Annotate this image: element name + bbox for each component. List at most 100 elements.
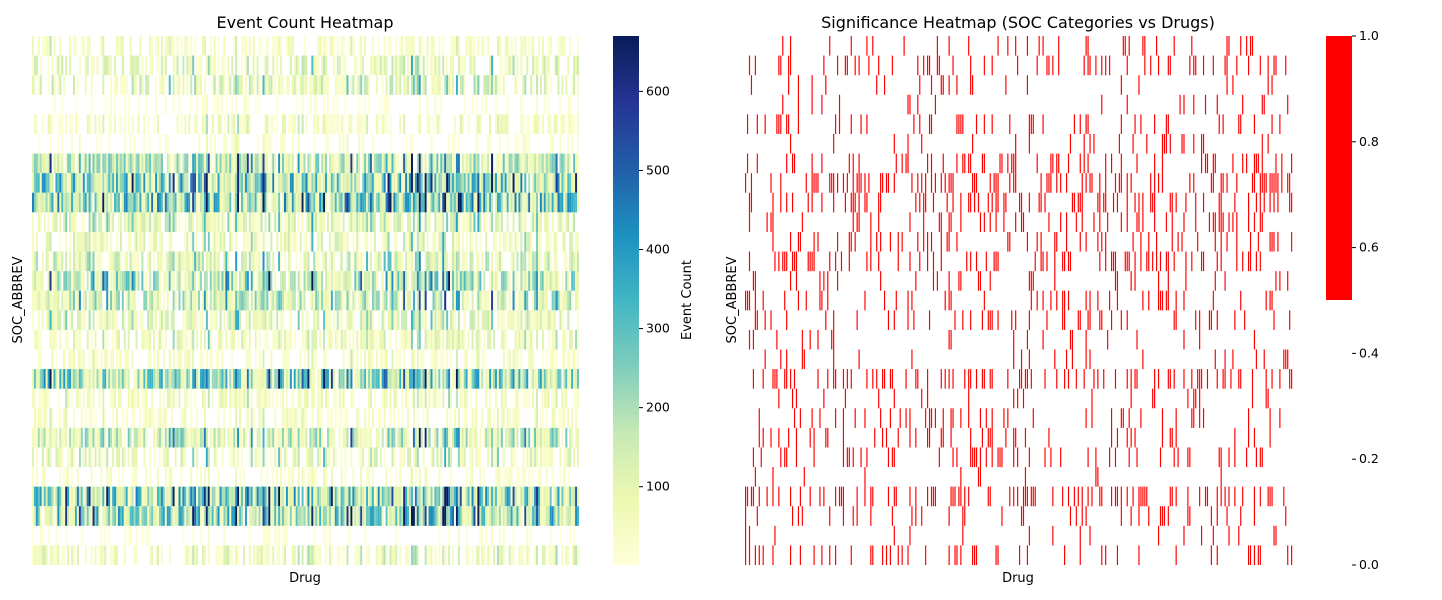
heatmap-cell <box>100 447 103 468</box>
heatmap-cell <box>412 506 415 526</box>
heatmap-cell <box>45 427 48 448</box>
heatmap-cell <box>391 369 394 389</box>
heatmap-cell <box>508 427 511 448</box>
heatmap-cell <box>414 212 417 232</box>
heatmap-cell <box>102 369 105 389</box>
heatmap-cell <box>266 133 269 154</box>
heatmap-cell <box>244 36 247 56</box>
heatmap-cell <box>41 447 44 468</box>
heatmap-cell <box>258 231 261 252</box>
heatmap-cell <box>172 173 175 193</box>
heatmap-cell <box>381 388 384 409</box>
heatmap-cell <box>227 173 230 193</box>
heatmap-cell <box>571 271 574 291</box>
heatmap-cell <box>389 133 392 154</box>
heatmap-cell <box>116 310 118 330</box>
heatmap-cell <box>528 231 531 252</box>
heatmap-cell <box>117 173 120 193</box>
heatmap-cell <box>41 545 44 566</box>
heatmap-cell <box>289 408 292 428</box>
heatmap-cell <box>37 271 40 291</box>
heatmap-cell <box>184 290 187 311</box>
heatmap-cell <box>182 427 185 448</box>
heatmap-cell <box>59 506 62 526</box>
heatmap-cell <box>364 153 367 174</box>
heatmap-cell <box>116 290 118 311</box>
heatmap-cell <box>491 75 494 95</box>
heatmap-cell <box>168 251 171 272</box>
heatmap-cell <box>172 271 175 291</box>
heatmap-cell <box>375 427 378 448</box>
heatmap-cell <box>239 310 242 330</box>
heatmap-cell <box>362 251 365 272</box>
heatmap-cell <box>74 427 77 448</box>
heatmap-cell <box>102 192 105 213</box>
heatmap-cell <box>278 427 281 448</box>
heatmap-cell <box>577 486 580 507</box>
heatmap-cell <box>450 467 453 487</box>
heatmap-cell <box>246 388 249 409</box>
heatmap-cell <box>280 75 283 95</box>
heatmap-cell <box>420 310 423 330</box>
heatmap-cell <box>39 525 42 546</box>
heatmap-cell <box>340 114 343 135</box>
heatmap-cell <box>455 349 458 370</box>
heatmap-cell <box>278 506 281 526</box>
heatmap-cell <box>106 153 109 174</box>
heatmap-cell <box>125 408 128 428</box>
heatmap-cell <box>182 408 185 428</box>
heatmap-cell <box>350 271 353 291</box>
heatmap-cell <box>223 506 226 526</box>
heatmap-cell <box>280 271 283 291</box>
heatmap-cell <box>262 290 265 311</box>
heatmap-cell <box>139 486 142 507</box>
heatmap-cell <box>360 192 363 213</box>
heatmap-cell <box>561 192 564 213</box>
heatmap-cell <box>266 153 269 174</box>
heatmap-cell <box>420 506 423 526</box>
heatmap-cell <box>67 467 70 487</box>
heatmap-cell <box>94 545 97 566</box>
heatmap-cell <box>336 192 339 213</box>
heatmap-cell <box>561 349 564 370</box>
heatmap-cell <box>559 133 562 154</box>
heatmap-cell <box>88 349 91 370</box>
heatmap-cell <box>424 75 427 95</box>
heatmap-cell <box>356 212 359 232</box>
heatmap-cell <box>567 212 570 232</box>
heatmap-cell <box>188 506 191 526</box>
heatmap-cell <box>301 486 304 507</box>
heatmap-cell <box>309 467 312 487</box>
heatmap-cell <box>65 290 68 311</box>
heatmap-cell <box>49 329 52 350</box>
heatmap-cell <box>350 75 353 95</box>
heatmap-cell <box>137 192 140 213</box>
heatmap-cell <box>295 251 298 272</box>
heatmap-cell <box>172 310 175 330</box>
heatmap-cell <box>319 192 322 213</box>
heatmap-cell <box>96 173 99 193</box>
heatmap-cell <box>432 329 435 350</box>
heatmap-cell <box>453 427 456 448</box>
heatmap-cell <box>418 94 421 115</box>
heatmap-cell <box>76 192 79 213</box>
heatmap-cell <box>184 388 187 409</box>
heatmap-cell <box>399 349 402 370</box>
heatmap-cell <box>133 212 136 232</box>
heatmap-cell <box>543 153 546 174</box>
heatmap-cell <box>563 388 566 409</box>
heatmap-cell <box>541 153 544 174</box>
heatmap-cell <box>35 427 38 448</box>
heatmap-cell <box>553 173 556 193</box>
heatmap-cell <box>65 310 68 330</box>
heatmap-cell <box>65 525 68 546</box>
heatmap-cell <box>303 192 306 213</box>
heatmap-cell <box>153 192 156 213</box>
heatmap-cell <box>242 271 245 291</box>
heatmap-cell <box>414 271 417 291</box>
heatmap-cell <box>532 55 535 76</box>
heatmap-cell <box>463 55 466 76</box>
heatmap-cell <box>100 486 103 507</box>
heatmap-cell <box>295 231 298 252</box>
heatmap-cell <box>436 114 439 135</box>
